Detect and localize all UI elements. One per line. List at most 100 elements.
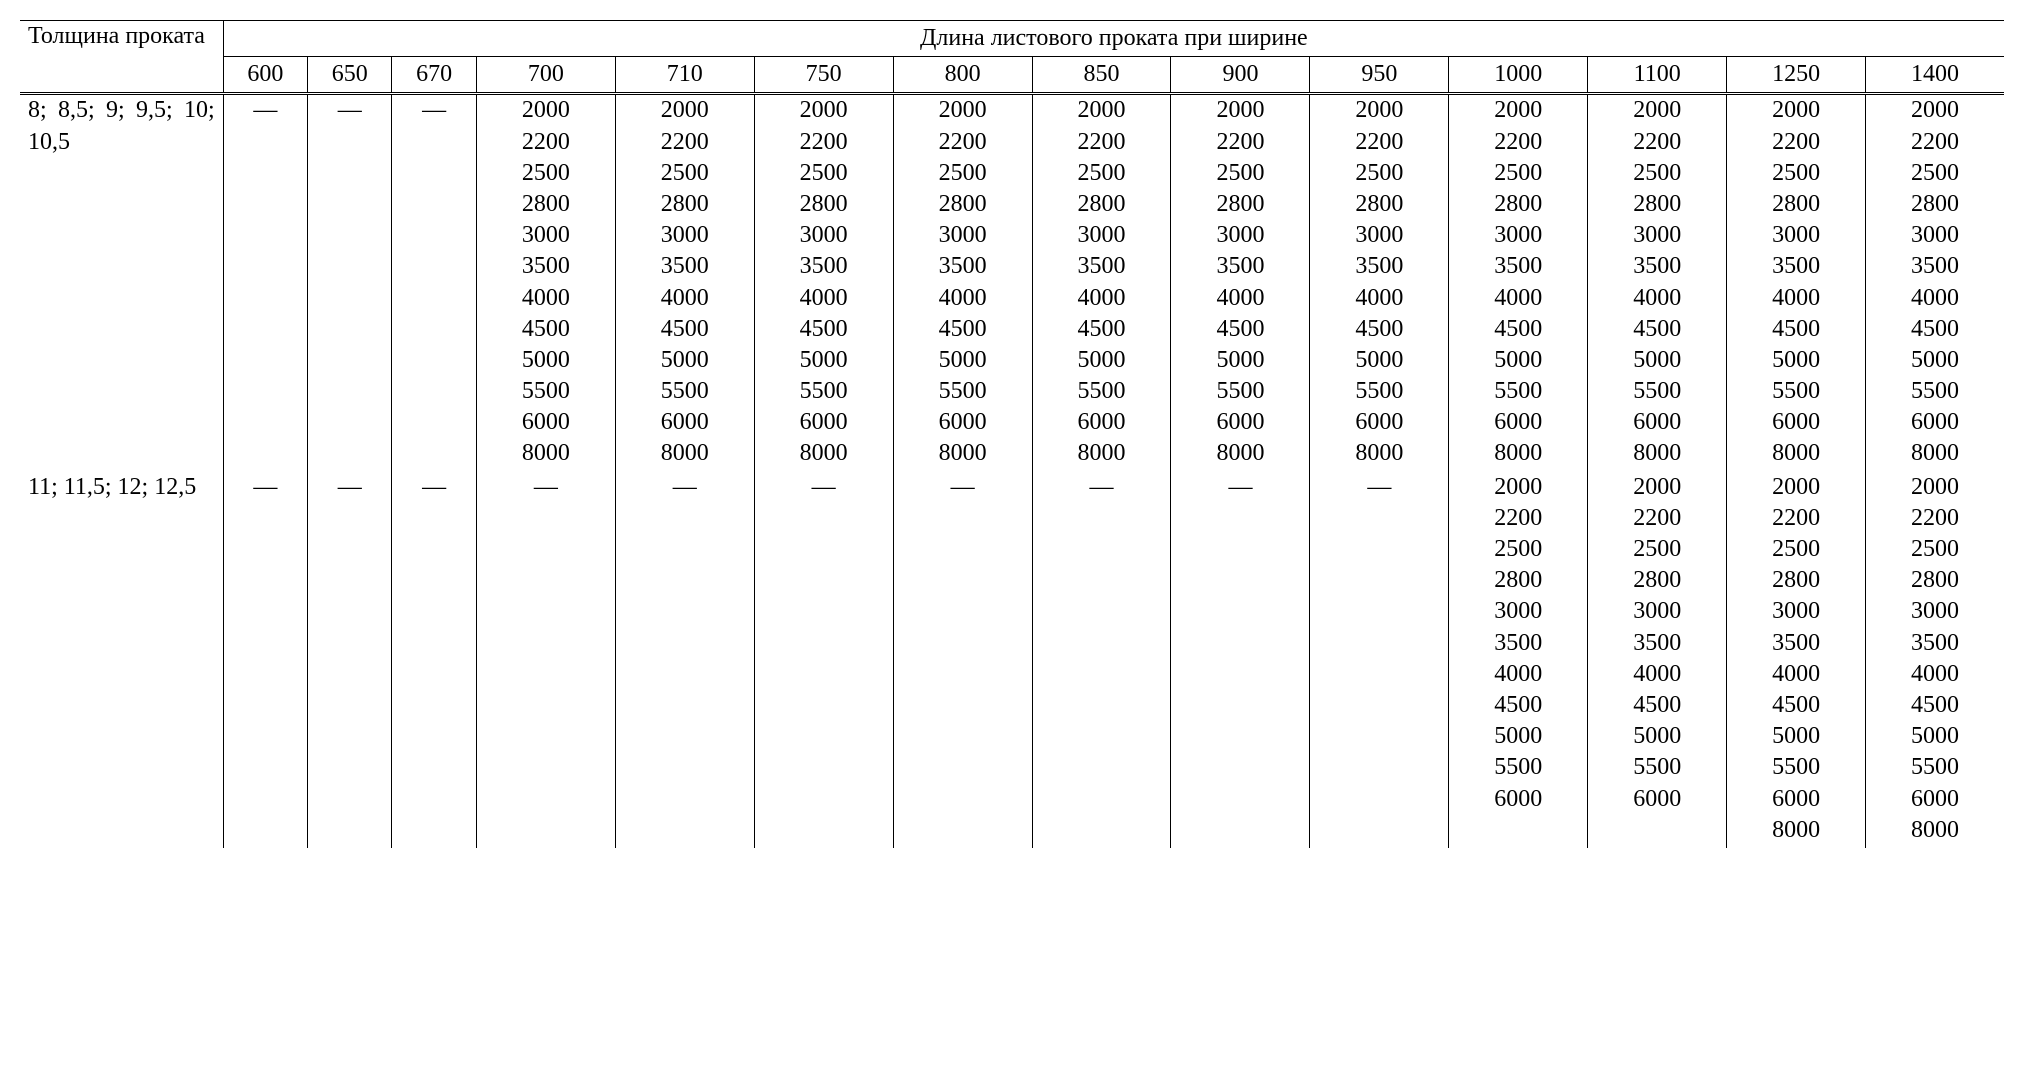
length-value: 3000 <box>902 220 1024 251</box>
length-value: 2000 <box>1179 95 1301 126</box>
length-value: 5500 <box>1318 376 1440 407</box>
table-row: 11; 11,5; 12; 12,5——————————200022002500… <box>20 472 2004 848</box>
length-value: 2800 <box>1457 565 1579 596</box>
length-value: 5500 <box>1596 376 1718 407</box>
length-value: 2200 <box>1596 127 1718 158</box>
length-cell: — <box>392 472 476 848</box>
length-value: 3500 <box>624 251 746 282</box>
width-col-header: 1250 <box>1727 57 1866 94</box>
length-cell: — <box>1310 472 1449 848</box>
length-value: 2800 <box>1874 189 1996 220</box>
length-value: 5000 <box>1179 345 1301 376</box>
length-cell: — <box>754 472 893 848</box>
table-body: 8; 8,5; 9; 9,5; 10; 10,5———2000220025002… <box>20 94 2004 848</box>
length-value: 2000 <box>1457 95 1579 126</box>
length-value: 5000 <box>763 345 885 376</box>
length-value: 3500 <box>1457 628 1579 659</box>
length-value: 5500 <box>1735 376 1857 407</box>
length-value: 2000 <box>485 95 607 126</box>
length-value: 2500 <box>1596 158 1718 189</box>
length-value: 8000 <box>624 438 746 469</box>
width-columns-header-row: 6006506707007107508008509009501000110012… <box>20 57 2004 94</box>
length-value: 2500 <box>485 158 607 189</box>
length-value: 2000 <box>763 95 885 126</box>
length-value: 8000 <box>902 438 1024 469</box>
width-col-header: 950 <box>1310 57 1449 94</box>
length-value: 6000 <box>485 407 607 438</box>
length-value: 2500 <box>1596 534 1718 565</box>
length-value: 2200 <box>1874 127 1996 158</box>
length-value: 6000 <box>902 407 1024 438</box>
length-cell: 2000220025002800300035004000450050005500… <box>1866 472 2004 848</box>
width-col-header: 800 <box>893 57 1032 94</box>
sheet-length-table: Толщина проката Длина листового проката … <box>20 20 2004 848</box>
length-value: 8000 <box>1457 438 1579 469</box>
length-cell: 2000220025002800300035004000450050005500… <box>893 94 1032 472</box>
length-value: 3000 <box>1874 596 1996 627</box>
length-value: 2200 <box>1318 127 1440 158</box>
length-value: 3500 <box>1735 251 1857 282</box>
length-value: 2500 <box>1457 158 1579 189</box>
length-value: 5000 <box>1318 345 1440 376</box>
length-value: 6000 <box>1596 784 1718 815</box>
length-cell: 2000220025002800300035004000450050005500… <box>1171 94 1310 472</box>
length-value: 3500 <box>1874 251 1996 282</box>
length-cell: — <box>308 472 392 848</box>
length-value: 5500 <box>763 376 885 407</box>
length-value: 2800 <box>485 189 607 220</box>
length-cell: — <box>308 94 392 472</box>
length-value: 5500 <box>1596 752 1718 783</box>
length-value: 8000 <box>1318 438 1440 469</box>
length-value: 4500 <box>624 314 746 345</box>
length-value: 5500 <box>1457 752 1579 783</box>
length-value: 2200 <box>1596 503 1718 534</box>
length-cell: 2000220025002800300035004000450050005500… <box>1449 472 1588 848</box>
length-value: 5000 <box>1735 721 1857 752</box>
length-value: 3000 <box>1735 220 1857 251</box>
length-value: 4500 <box>1457 690 1579 721</box>
length-value: 5000 <box>1874 345 1996 376</box>
length-value: 5500 <box>485 376 607 407</box>
length-value: 4000 <box>1874 283 1996 314</box>
length-value: 2200 <box>1179 127 1301 158</box>
length-value: 4000 <box>1457 283 1579 314</box>
length-value: 2500 <box>1457 534 1579 565</box>
length-value: 2800 <box>902 189 1024 220</box>
length-value: 5500 <box>624 376 746 407</box>
length-cell: 2000220025002800300035004000450050005500… <box>615 94 754 472</box>
length-value: 3500 <box>1179 251 1301 282</box>
length-value: 6000 <box>1457 784 1579 815</box>
length-value: 6000 <box>1318 407 1440 438</box>
length-value: 4000 <box>485 283 607 314</box>
length-value: 8000 <box>485 438 607 469</box>
length-value: 3500 <box>1457 251 1579 282</box>
width-col-header: 750 <box>754 57 893 94</box>
length-cell: — <box>615 472 754 848</box>
length-value: 2800 <box>1874 565 1996 596</box>
length-value: 6000 <box>1735 407 1857 438</box>
length-value: 4500 <box>1735 314 1857 345</box>
length-value: 3500 <box>1041 251 1163 282</box>
length-cell: 2000220025002800300035004000450050005500… <box>1310 94 1449 472</box>
thickness-header: Толщина проката <box>20 21 223 94</box>
length-value: 3500 <box>485 251 607 282</box>
length-value: 5000 <box>1874 721 1996 752</box>
length-value: 4500 <box>902 314 1024 345</box>
length-value: 2800 <box>1457 189 1579 220</box>
length-cell: 2000220025002800300035004000450050005500… <box>1727 94 1866 472</box>
length-value: 2500 <box>1735 534 1857 565</box>
length-value: 2800 <box>1596 189 1718 220</box>
length-value: 4000 <box>1457 659 1579 690</box>
length-value: 4500 <box>1457 314 1579 345</box>
length-value: 5500 <box>902 376 1024 407</box>
length-value: 5000 <box>902 345 1024 376</box>
length-value: 2200 <box>1735 127 1857 158</box>
length-value: 5000 <box>1596 345 1718 376</box>
length-cell: 2000220025002800300035004000450050005500… <box>1866 94 2004 472</box>
length-value: 3000 <box>1596 596 1718 627</box>
length-value: 8000 <box>1874 815 1996 846</box>
width-col-header: 700 <box>476 57 615 94</box>
length-value: 2500 <box>1041 158 1163 189</box>
length-value: 3000 <box>1874 220 1996 251</box>
length-value: 6000 <box>1874 784 1996 815</box>
